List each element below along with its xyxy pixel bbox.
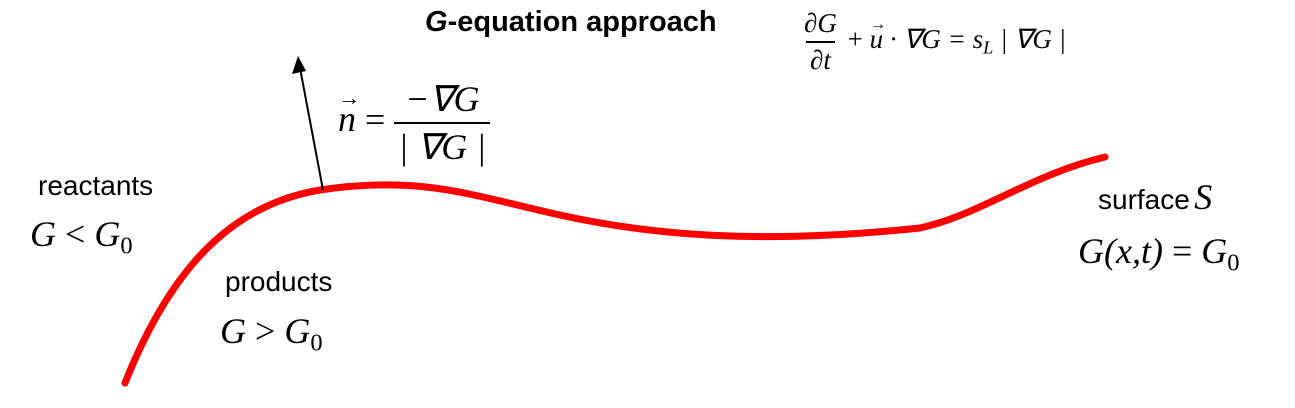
- flame-front-curve: [121, 153, 1109, 387]
- reactants-condition: G < G0: [30, 214, 133, 260]
- normal-arrow-line: [299, 67, 324, 191]
- products-label: products: [225, 266, 333, 297]
- normal-vector-equation: n = −∇G | ∇G |: [338, 78, 491, 168]
- g-equation: ∂G ∂t + u · ∇G = sL | ∇G |: [800, 8, 1066, 76]
- reactants-label: reactants: [38, 170, 154, 201]
- normal-arrow-head: [292, 56, 306, 74]
- surface-condition: G(x,t) = G0: [1078, 231, 1240, 277]
- page-title: G-equation approach: [425, 6, 717, 38]
- surface-label: surface S: [1098, 177, 1213, 217]
- products-condition: G > G0: [220, 311, 323, 357]
